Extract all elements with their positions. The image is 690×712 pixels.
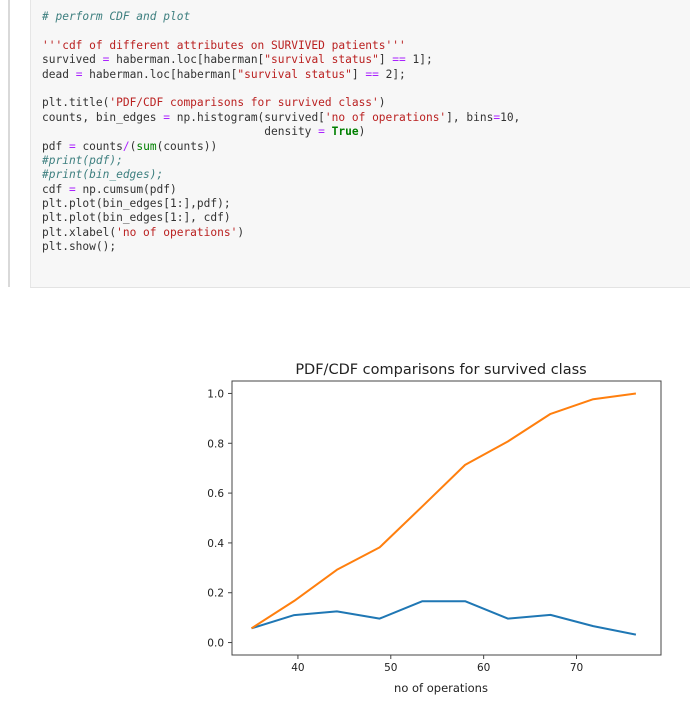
code-token: = (68, 182, 76, 196)
code-token: counts, bin_edges (42, 110, 164, 124)
code-token: plt.title( (42, 96, 110, 110)
code-token: True (331, 125, 359, 139)
chart-title: PDF/CDF comparisons for survived class (295, 362, 586, 378)
y-tick-label: 0.6 (207, 488, 224, 500)
code-token: "survival status" (237, 67, 352, 81)
x-axis-label: no of operations (394, 681, 488, 695)
code-token: plt.plot(bin_edges[1:],pdf); (42, 197, 231, 211)
code-line: #print(bin_edges); (42, 168, 520, 182)
code-token: np.histogram(survived[ (170, 110, 325, 124)
code-token: haberman.loc[haberman[ (82, 67, 238, 81)
code-token: '''cdf of different attributes on SURVIV… (42, 38, 406, 52)
y-tick-label: 0.8 (207, 438, 224, 450)
code-token: counts (75, 139, 123, 153)
x-tick-label: 50 (384, 662, 397, 674)
code-token: plt.show(); (42, 240, 117, 254)
code-token: (counts)) (156, 139, 218, 153)
code-line: plt.plot(bin_edges[1:], cdf) (42, 211, 520, 225)
code-token: ) (378, 96, 386, 110)
code-line: dead = haberman.loc[haberman["survival s… (42, 68, 520, 82)
code-token: 2]; (378, 67, 406, 81)
code-token: 'no of operations' (324, 110, 447, 124)
code-line: plt.xlabel('no of operations') (42, 226, 520, 240)
code-token: survived (42, 53, 103, 67)
code-token: = (75, 67, 83, 81)
code-token: # perform CDF and plot (42, 10, 191, 23)
code-line: #print(pdf); (42, 154, 520, 168)
code-line: plt.title('PDF/CDF comparisons for survi… (42, 96, 520, 110)
code-token: density (42, 125, 319, 139)
code-token: plt.xlabel( (42, 225, 117, 239)
code-token: sum (136, 139, 157, 153)
series-line-0 (251, 600, 637, 636)
code-line: survived = haberman.loc[haberman["surviv… (42, 53, 520, 67)
code-token: = (163, 110, 170, 124)
code-cell[interactable] (30, 0, 690, 288)
code-line: plt.plot(bin_edges[1:],pdf); (42, 197, 520, 211)
code-token: / (122, 139, 130, 153)
code-token: = (102, 53, 110, 67)
code-token: ( (129, 139, 137, 153)
code-token: haberman.loc[haberman[ (109, 53, 265, 67)
code-token: 'no of operations' (116, 225, 238, 239)
code-token: 'PDF/CDF comparisons for survived class' (109, 96, 379, 110)
code-token: == (392, 53, 406, 67)
x-tick-label: 40 (291, 662, 304, 674)
code-editor[interactable]: # perform CDF and plot '''cdf of differe… (42, 10, 520, 255)
code-token: np.cumsum(pdf) (75, 182, 177, 196)
code-token: pdf (42, 139, 69, 153)
code-token: = (318, 125, 325, 139)
y-tick-label: 0.4 (207, 538, 224, 550)
y-tick-label: 1.0 (207, 388, 224, 400)
code-line: cdf = np.cumsum(pdf) (42, 183, 520, 197)
code-token: cdf (42, 182, 69, 196)
y-tick-label: 0.2 (207, 588, 224, 600)
code-token: == (365, 67, 379, 81)
code-line: plt.show(); (42, 240, 520, 254)
code-token: #print(bin_edges); (42, 168, 164, 182)
code-token: 1]; (405, 53, 433, 67)
y-tick-label: 0.0 (207, 638, 224, 650)
series-line-1 (250, 392, 637, 630)
code-token: #print(pdf); (42, 153, 123, 167)
code-token: ] (351, 67, 366, 81)
code-token: ] (378, 53, 393, 67)
plot-area (231, 380, 662, 656)
code-token: = (68, 139, 76, 153)
cell-selection-bar (8, 0, 10, 287)
code-token: 10, (500, 110, 521, 124)
code-token: ], bins (446, 110, 494, 124)
code-token: = (493, 110, 501, 124)
code-line: counts, bin_edges = np.histogram(survive… (42, 111, 520, 125)
x-tick-label: 70 (570, 662, 583, 674)
code-line: '''cdf of different attributes on SURVIV… (42, 39, 520, 53)
x-tick-label: 60 (477, 662, 490, 674)
code-line: density = True) (42, 125, 520, 139)
code-line: # perform CDF and plot (42, 10, 520, 24)
code-token: ) (237, 225, 245, 239)
code-line: pdf = counts/(sum(counts)) (42, 140, 520, 154)
code-token: plt.plot(bin_edges[1:], cdf) (42, 211, 231, 225)
code-token: "survival status" (264, 53, 379, 67)
code-token: dead (42, 67, 76, 81)
code-token: ) (358, 125, 366, 139)
